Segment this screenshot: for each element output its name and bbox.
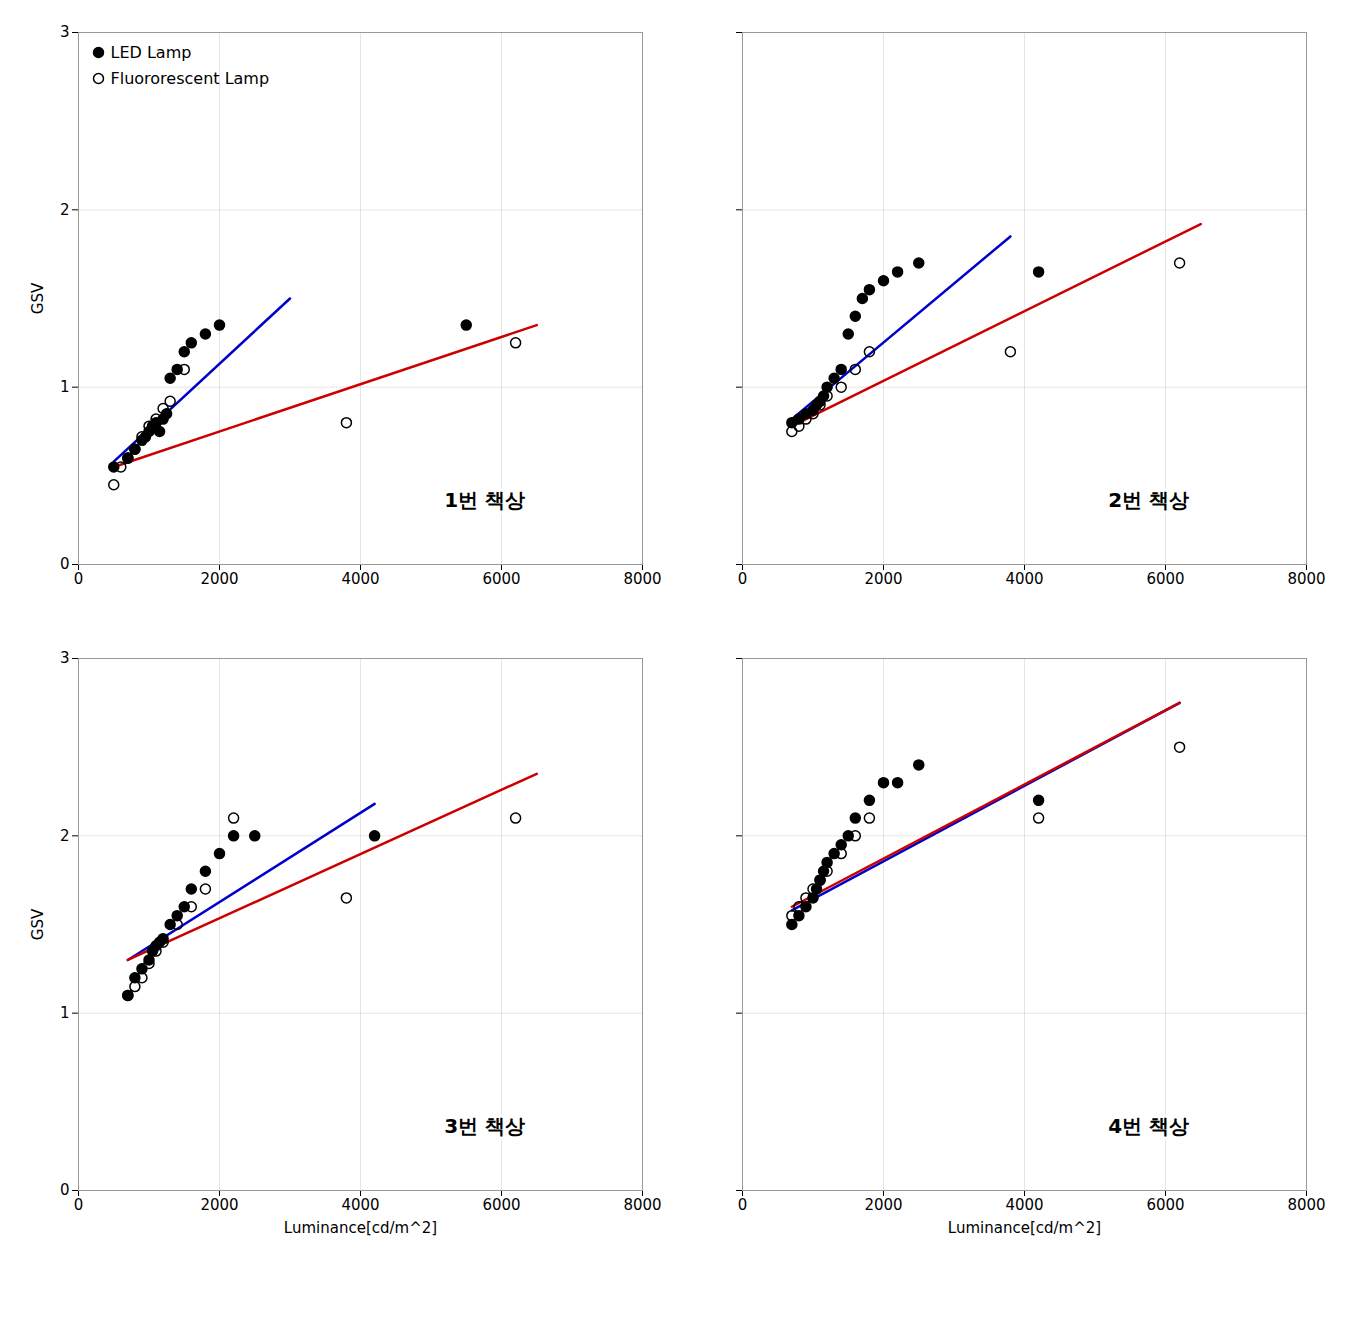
- svg-text:6000: 6000: [482, 1196, 520, 1214]
- svg-text:8000: 8000: [1287, 570, 1325, 588]
- svg-text:2000: 2000: [200, 1196, 238, 1214]
- svg-text:4000: 4000: [1005, 1196, 1043, 1214]
- svg-text:1: 1: [60, 1004, 70, 1022]
- svg-text:6000: 6000: [482, 570, 520, 588]
- svg-text:2: 2: [60, 827, 70, 845]
- svg-text:2: 2: [60, 201, 70, 219]
- svg-text:6000: 6000: [1146, 1196, 1184, 1214]
- svg-text:0: 0: [74, 570, 84, 588]
- svg-text:Fluororescent Lamp: Fluororescent Lamp: [111, 69, 270, 88]
- svg-text:GSV: GSV: [29, 282, 47, 314]
- svg-text:0: 0: [738, 1196, 748, 1214]
- svg-text:3: 3: [60, 23, 70, 41]
- svg-text:4000: 4000: [341, 570, 379, 588]
- svg-text:1: 1: [60, 378, 70, 396]
- svg-text:3: 3: [60, 649, 70, 667]
- svg-text:4000: 4000: [1005, 570, 1043, 588]
- svg-text:0: 0: [60, 1181, 70, 1199]
- svg-text:4번 책상: 4번 책상: [1108, 1114, 1189, 1138]
- svg-text:2000: 2000: [200, 570, 238, 588]
- svg-text:4000: 4000: [341, 1196, 379, 1214]
- svg-text:8000: 8000: [1287, 1196, 1325, 1214]
- svg-text:2번 책상: 2번 책상: [1108, 488, 1189, 512]
- svg-text:0: 0: [738, 570, 748, 588]
- svg-text:8000: 8000: [623, 570, 661, 588]
- svg-text:LED Lamp: LED Lamp: [111, 43, 192, 62]
- svg-text:Luminance[cd/m^2]: Luminance[cd/m^2]: [948, 1219, 1101, 1237]
- svg-text:1번 책상: 1번 책상: [444, 488, 525, 512]
- svg-text:3번 책상: 3번 책상: [444, 1114, 525, 1138]
- svg-text:GSV: GSV: [29, 908, 47, 940]
- svg-text:6000: 6000: [1146, 570, 1184, 588]
- svg-text:0: 0: [60, 555, 70, 573]
- svg-text:8000: 8000: [623, 1196, 661, 1214]
- svg-text:Luminance[cd/m^2]: Luminance[cd/m^2]: [284, 1219, 437, 1237]
- svg-text:0: 0: [74, 1196, 84, 1214]
- svg-text:2000: 2000: [864, 570, 902, 588]
- svg-text:2000: 2000: [864, 1196, 902, 1214]
